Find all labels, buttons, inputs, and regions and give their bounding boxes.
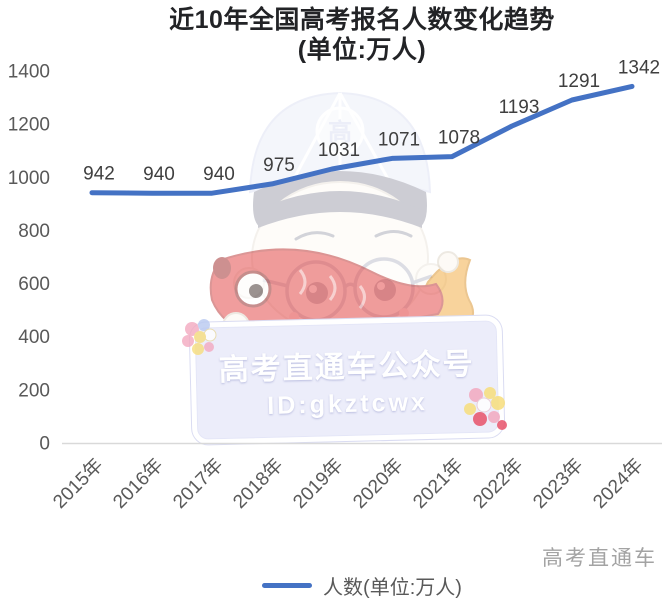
y-axis-tick-label: 1200 [8, 115, 50, 136]
x-axis-tick-label: 2023年 [529, 454, 588, 513]
data-label: 1342 [618, 57, 660, 78]
chart-title-line2: (单位:万人) [297, 35, 427, 64]
data-label: 1031 [318, 140, 360, 161]
data-label: 975 [263, 155, 295, 176]
legend-line-marker [262, 583, 313, 588]
series-line [89, 83, 635, 196]
flower-cluster-icon [464, 387, 507, 430]
chart-title: 近10年全国高考报名人数变化趋势 (单位:万人) [62, 6, 662, 65]
chart-title-line1: 近10年全国高考报名人数变化趋势 [169, 6, 555, 34]
legend: 人数(单位:万人) [62, 571, 662, 600]
legend-label: 人数(单位:万人) [323, 577, 462, 599]
y-axis-tick-label: 400 [18, 327, 50, 348]
y-axis-tick-label: 200 [18, 380, 50, 401]
data-label: 940 [143, 164, 175, 185]
footer-brand: 高考直通车 [542, 547, 657, 570]
data-label: 942 [83, 164, 115, 185]
x-axis-tick-label: 2020年 [349, 454, 408, 513]
data-label: 940 [203, 164, 235, 185]
y-axis-tick-label: 800 [18, 221, 50, 242]
x-axis-tick-label: 2017年 [169, 454, 228, 513]
x-axis-tick-label: 2019年 [289, 454, 348, 513]
y-axis-tick-label: 0 [39, 434, 50, 455]
data-label: 1078 [438, 128, 480, 149]
y-axis-tick-label: 1400 [8, 62, 50, 83]
y-axis-tick-label: 1000 [8, 168, 50, 189]
x-axis-tick-label: 2018年 [229, 454, 288, 513]
x-axis-tick-label: 2022年 [469, 454, 528, 513]
data-label: 1193 [499, 97, 540, 118]
x-axis-tick-label: 2016年 [109, 454, 168, 513]
data-label: 1291 [558, 71, 600, 92]
x-axis-tick-label: 2021年 [409, 454, 468, 513]
x-axis-tick-label: 2015年 [49, 454, 108, 513]
data-label: 1071 [378, 129, 420, 150]
x-axis-tick-label: 2024年 [589, 454, 648, 513]
y-axis-tick-label: 600 [18, 274, 50, 295]
